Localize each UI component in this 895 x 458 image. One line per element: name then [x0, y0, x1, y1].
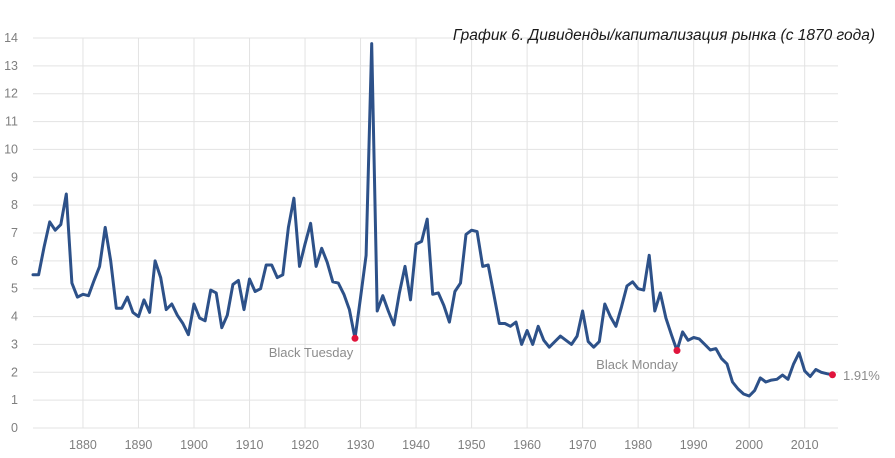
x-tick-label: 1930 — [347, 438, 375, 452]
y-tick-label: 9 — [11, 170, 18, 184]
y-tick-label: 3 — [11, 337, 18, 351]
y-tick-label: 13 — [4, 59, 18, 73]
annotation-last-value: 1.91% — [843, 368, 880, 383]
x-tick-label: 1980 — [624, 438, 652, 452]
y-tick-label: 2 — [11, 365, 18, 379]
event-markers — [351, 334, 836, 379]
y-tick-label: 12 — [4, 87, 18, 101]
event-marker — [828, 371, 836, 379]
y-tick-label: 5 — [11, 282, 18, 296]
x-tick-label: 1990 — [680, 438, 708, 452]
x-tick-label: 2010 — [791, 438, 819, 452]
chart-title: График 6. Дивиденды/капитализация рынка … — [453, 27, 875, 44]
annotations: Black Tuesday Black Monday 1.91% — [269, 345, 881, 383]
event-marker — [351, 334, 359, 342]
y-tick-label: 6 — [11, 254, 18, 268]
y-tick-label: 1 — [11, 393, 18, 407]
y-tick-label: 10 — [4, 142, 18, 156]
annotation-black-monday: Black Monday — [596, 357, 678, 372]
x-tick-label: 2000 — [735, 438, 763, 452]
y-tick-label: 4 — [11, 310, 18, 324]
event-marker — [673, 347, 681, 355]
x-axis-tick-labels: 1880 1890 1900 1910 1920 1930 1940 1950 1960 1970… — [69, 438, 819, 452]
series-layer — [31, 42, 834, 398]
y-tick-label: 8 — [11, 198, 18, 212]
x-tick-label: 1940 — [402, 438, 430, 452]
x-tick-label: 1900 — [180, 438, 208, 452]
x-tick-label: 1890 — [125, 438, 153, 452]
x-tick-label: 1960 — [513, 438, 541, 452]
annotation-black-tuesday: Black Tuesday — [269, 345, 354, 360]
series-line — [31, 42, 834, 398]
x-tick-label: 1880 — [69, 438, 97, 452]
x-tick-label: 1950 — [458, 438, 486, 452]
x-tick-label: 1920 — [291, 438, 319, 452]
x-tick-label: 1910 — [236, 438, 264, 452]
y-tick-label: 0 — [11, 421, 18, 435]
x-tick-label: 1970 — [569, 438, 597, 452]
y-tick-label: 7 — [11, 226, 18, 240]
grid-lines — [33, 37, 838, 429]
y-tick-label: 11 — [5, 115, 18, 129]
y-tick-label: 14 — [4, 31, 18, 45]
